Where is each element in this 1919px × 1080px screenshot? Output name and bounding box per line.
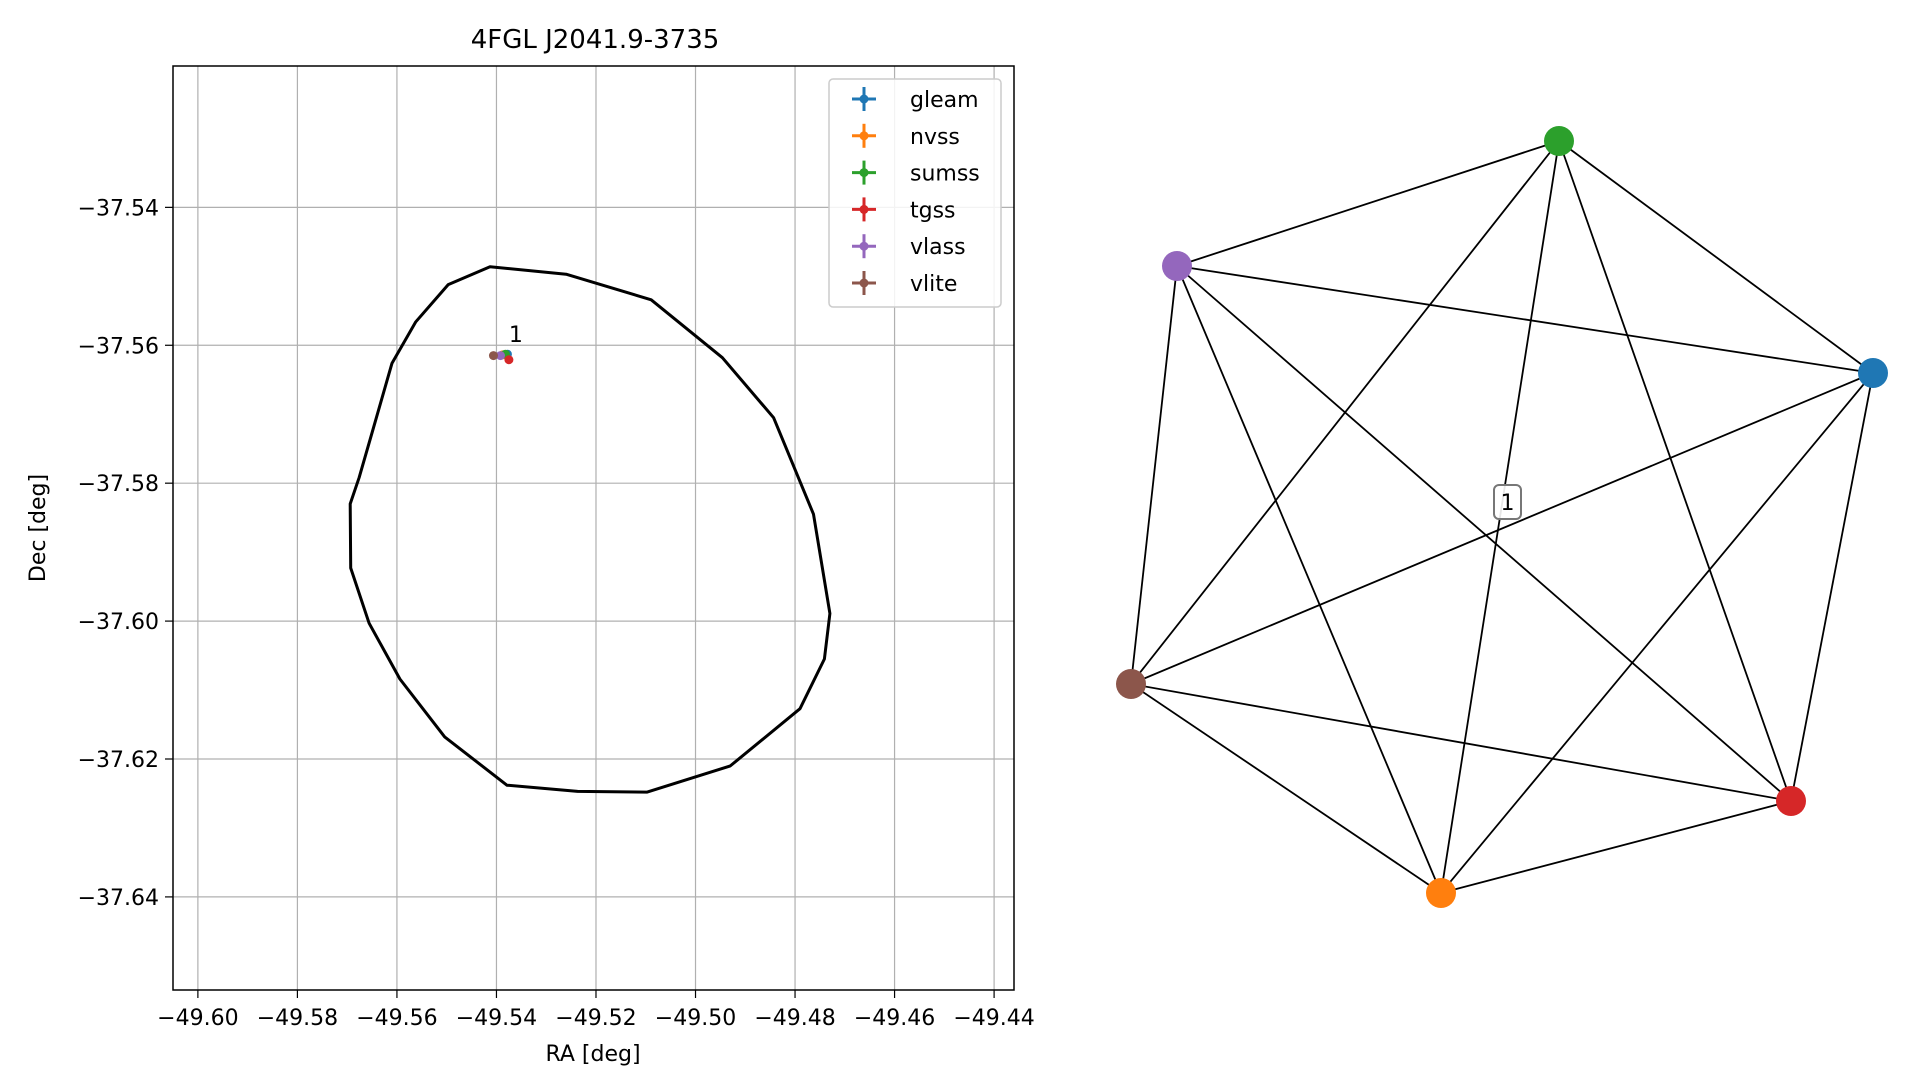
edge-gleam-sumss: [1558, 140, 1874, 374]
legend-entry-nvss: nvss: [852, 123, 960, 150]
x-tick-label: −49.58: [257, 1006, 338, 1031]
x-axis-ticks: −49.60 −49.58 −49.56 −49.54 −49.52 −49.50 −49.…: [157, 990, 1035, 1031]
edge-gleam-vlass: [1176, 265, 1874, 374]
legend-entry-tgss: tgss: [852, 197, 956, 223]
edge-gleam-tgss: [1790, 372, 1874, 802]
node-tgss: [1776, 786, 1806, 816]
edge-vlass-vlite: [1130, 265, 1178, 685]
node-sumss: [1544, 126, 1574, 156]
x-tick-label: −49.46: [854, 1006, 935, 1031]
legend-entry-gleam: gleam: [852, 87, 979, 113]
graph-annotation-box: [1493, 484, 1522, 520]
y-tick-label: −37.56: [78, 334, 159, 359]
legend-label: gleam: [910, 88, 979, 113]
edge-tgss-vlass: [1176, 265, 1792, 802]
node-nvss: [1426, 878, 1456, 908]
error-ellipse: [348, 265, 832, 794]
plot-frame: [172, 65, 1015, 991]
point-vlass: [495, 351, 505, 361]
x-tick-label: −49.48: [754, 1006, 835, 1031]
edge-nvss-vlass: [1176, 265, 1442, 894]
edge-gleam-nvss: [1440, 372, 1874, 894]
legend-marker-dot: [859, 94, 869, 104]
legend-label: nvss: [910, 125, 960, 150]
legend-label: tgss: [910, 198, 956, 223]
legend-marker-dot: [859, 204, 869, 214]
y-tick-label: −37.58: [78, 472, 159, 497]
x-axis-label: RA [deg]: [545, 1042, 640, 1067]
chart-title: 4FGL J2041.9-3735: [471, 25, 720, 55]
edge-sumss-vlass: [1176, 140, 1560, 267]
point-vlite: [488, 351, 498, 361]
x-tick-label: −49.44: [953, 1006, 1034, 1031]
y-tick-label: −37.62: [78, 748, 159, 773]
y-tick-label: −37.54: [78, 196, 159, 221]
y-tick-label: −37.60: [78, 610, 159, 635]
graph-labels: 1: [1493, 484, 1522, 520]
x-tick-label: −49.52: [555, 1006, 636, 1031]
point-tgss: [504, 355, 514, 365]
node-vlite: [1116, 669, 1146, 699]
legend-label: vlass: [910, 235, 966, 260]
network-graph: 1: [1116, 126, 1888, 908]
edge-sumss-tgss: [1558, 140, 1792, 802]
grid-lines: [173, 66, 1014, 990]
x-tick-label: −49.50: [655, 1006, 736, 1031]
legend-entry-vlass: vlass: [852, 234, 966, 260]
edge-nvss-vlite: [1130, 683, 1442, 894]
legend-label: sumss: [910, 162, 980, 187]
graph-annotation: 1: [1493, 484, 1522, 520]
edge-nvss-tgss: [1440, 800, 1792, 894]
legend-marker-dot: [859, 168, 869, 178]
legend-marker-dot: [859, 241, 869, 251]
legend-entry-sumss: sumss: [852, 160, 980, 187]
y-tick-label: −37.64: [78, 886, 159, 911]
legend-label: vlite: [910, 272, 957, 297]
scatter-chart: 4FGL J2041.9-3735 1 −49.60 −49.58 −49.56 −4…: [26, 25, 1035, 1067]
node-vlass: [1162, 251, 1192, 281]
legend-marker-dot: [859, 278, 869, 288]
ellipse-group: [348, 265, 832, 794]
legend-marker-dot: [859, 131, 869, 141]
graph-annotation-label: 1: [1501, 491, 1515, 516]
edge-tgss-vlite: [1130, 683, 1792, 802]
graph-nodes: [1116, 126, 1888, 908]
x-tick-label: −49.56: [356, 1006, 437, 1031]
y-axis-ticks: −37.54 −37.56 −37.58 −37.60 −37.62 −37.64: [78, 196, 173, 911]
x-tick-label: −49.60: [157, 1006, 238, 1031]
y-axis-label: Dec [deg]: [26, 474, 51, 582]
edge-gleam-vlite: [1130, 372, 1874, 685]
legend: gleam nvss sumss tgss vlass vlite: [828, 78, 1002, 308]
x-tick-label: −49.54: [456, 1006, 537, 1031]
legend-entry-vlite: vlite: [852, 271, 957, 297]
point-annotation: 1: [509, 323, 523, 348]
points-group: 1: [488, 323, 523, 365]
node-gleam: [1858, 358, 1888, 388]
